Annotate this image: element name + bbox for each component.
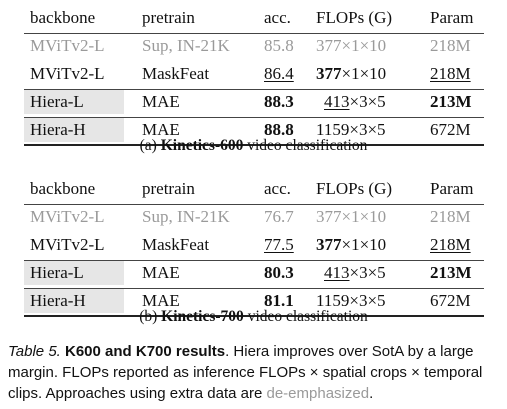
header-backbone: backbone <box>30 179 96 198</box>
subcaption-dataset: Kinetics-700 <box>161 308 244 325</box>
subcaption-a: (a) Kinetics-600 video classification <box>0 136 507 156</box>
cell-pretrain: Sup, IN-21K <box>142 36 230 55</box>
table-caption: Table 5. K600 and K700 results. Hiera im… <box>8 341 500 404</box>
cell-param: 672M <box>430 291 471 310</box>
cell-acc: 86.4 <box>264 64 294 83</box>
header-flops: FLOPs (G) <box>316 179 393 198</box>
cell-flops: 1159×3×5 <box>316 120 386 139</box>
cell-pretrain: MAE <box>142 291 180 310</box>
flops-underlined: 413 <box>324 263 350 282</box>
table-kinetics-600: backbone pretrain acc. FLOPs (G) Param M… <box>24 4 484 146</box>
cell-backbone: Hiera-L <box>30 92 84 111</box>
cell-param: 218M <box>430 235 471 254</box>
row-rule <box>24 117 484 118</box>
flops-rest: ×3×5 <box>349 92 386 111</box>
cell-param: 218M <box>430 64 471 83</box>
cell-acc: 81.1 <box>264 291 294 310</box>
header-rule <box>24 33 484 34</box>
cell-flops: 377×1×10 <box>316 231 386 259</box>
header-rule <box>24 204 484 205</box>
table-header-row: backbone pretrain acc. FLOPs (G) Param <box>24 4 484 32</box>
cell-backbone: MViTv2-L <box>30 235 105 254</box>
flops-bold: 377 <box>316 235 342 254</box>
flops-rest: ×1×10 <box>341 235 387 254</box>
cell-acc: 85.8 <box>264 36 294 55</box>
cell-pretrain: Sup, IN-21K <box>142 207 230 226</box>
subcaption-b: (b) Kinetics-700 video classification <box>0 307 507 327</box>
cell-pretrain: MaskFeat <box>142 235 210 254</box>
bottom-rule <box>24 144 484 146</box>
header-backbone: backbone <box>30 8 96 27</box>
cell-backbone: MViTv2-L <box>30 207 105 226</box>
cell-backbone: Hiera-H <box>30 291 86 310</box>
subcaption-prefix: (a) <box>139 137 161 154</box>
flops-rest: ×3×5 <box>349 263 386 282</box>
table-row: Hiera-L MAE 80.3 413×3×5 213M <box>24 259 484 287</box>
row-highlight <box>24 261 124 285</box>
row-highlight <box>24 90 124 114</box>
header-acc: acc. <box>264 179 291 198</box>
subcaption-dataset: Kinetics-600 <box>160 137 244 154</box>
cell-pretrain: MAE <box>142 120 180 139</box>
table-kinetics-700: backbone pretrain acc. FLOPs (G) Param M… <box>24 175 484 317</box>
table-row: MViTv2-L MaskFeat 77.5 377×1×10 218M <box>24 231 484 259</box>
cell-acc: 76.7 <box>264 207 294 226</box>
header-param: Param <box>430 8 474 27</box>
flops-rest: ×1×10 <box>341 64 387 83</box>
table-row: Hiera-H MAE 88.8 1159×3×5 672M <box>24 116 484 144</box>
cell-flops: 377×1×10 <box>316 207 387 226</box>
subcaption-rest: video classification <box>243 308 368 325</box>
cell-flops: 377×1×10 <box>316 36 387 55</box>
table-row: Hiera-L MAE 88.3 413×3×5 213M <box>24 88 484 116</box>
row-rule <box>24 260 484 261</box>
cell-flops: 377×1×10 <box>316 60 386 88</box>
cell-param: 213M <box>430 92 472 111</box>
table-row: MViTv2-L Sup, IN-21K 85.8 377×1×10 218M <box>24 32 484 60</box>
cell-acc: 80.3 <box>264 263 294 282</box>
table-header-row: backbone pretrain acc. FLOPs (G) Param <box>24 175 484 203</box>
cell-acc: 77.5 <box>264 235 294 254</box>
cell-backbone: Hiera-H <box>30 120 86 139</box>
cell-param: 218M <box>430 36 471 55</box>
flops-bold: 377 <box>316 64 342 83</box>
cell-pretrain: MAE <box>142 92 180 111</box>
table-row: MViTv2-L MaskFeat 86.4 377×1×10 218M <box>24 60 484 88</box>
header-param: Param <box>430 179 474 198</box>
header-pretrain: pretrain <box>142 179 195 198</box>
cell-flops: 413×3×5 <box>324 259 386 287</box>
caption-end: . <box>369 385 374 402</box>
header-pretrain: pretrain <box>142 8 195 27</box>
cell-pretrain: MaskFeat <box>142 64 210 83</box>
cell-backbone: Hiera-L <box>30 263 84 282</box>
row-rule <box>24 89 484 90</box>
row-rule <box>24 288 484 289</box>
caption-deemphasized: de-emphasized <box>266 385 370 402</box>
cell-param: 218M <box>430 207 471 226</box>
cell-backbone: MViTv2-L <box>30 64 105 83</box>
cell-param: 213M <box>430 263 472 282</box>
cell-flops: 1159×3×5 <box>316 291 386 310</box>
header-acc: acc. <box>264 8 291 27</box>
subcaption-rest: video classification <box>243 137 368 154</box>
cell-pretrain: MAE <box>142 263 180 282</box>
cell-acc: 88.8 <box>264 120 294 139</box>
row-highlight <box>24 289 124 313</box>
cell-acc: 88.3 <box>264 92 294 111</box>
caption-text: . Hiera improves over SotA by a large ma… <box>8 343 483 402</box>
cell-backbone: MViTv2-L <box>30 36 105 55</box>
caption-label: Table 5. <box>8 343 61 360</box>
cell-param: 672M <box>430 120 471 139</box>
caption-title: K600 and K700 results <box>60 343 226 360</box>
header-flops: FLOPs (G) <box>316 8 393 27</box>
table-row: Hiera-H MAE 81.1 1159×3×5 672M <box>24 287 484 315</box>
subcaption-prefix: (b) <box>139 308 162 325</box>
cell-flops: 413×3×5 <box>324 88 386 116</box>
table-row: MViTv2-L Sup, IN-21K 76.7 377×1×10 218M <box>24 203 484 231</box>
flops-underlined: 413 <box>324 92 350 111</box>
row-highlight <box>24 118 124 142</box>
bottom-rule <box>24 315 484 317</box>
